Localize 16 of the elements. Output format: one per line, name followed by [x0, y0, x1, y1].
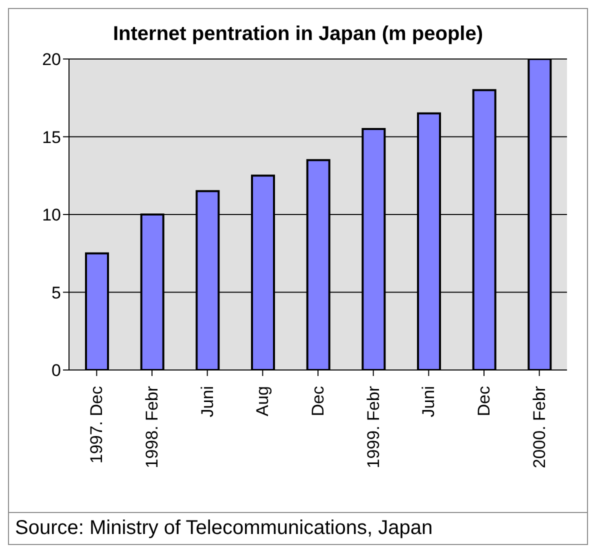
x-tick-label: Dec: [474, 386, 494, 416]
x-tick-label: Dec: [308, 386, 328, 416]
y-tick-label: 5: [52, 283, 61, 302]
x-tick-label: 1998. Febr: [142, 386, 162, 468]
x-tick-label: Juni: [198, 386, 217, 418]
source-note: Source: Ministry of Telecommunications, Japan: [15, 517, 434, 540]
y-tick-label: 20: [42, 50, 61, 70]
x-tick-label: 1997. Dec: [87, 386, 106, 464]
x-tick-label: Juni: [419, 386, 438, 418]
x-tick-label: 1999. Febr: [364, 386, 383, 468]
x-tick-label: 2000. Febr: [530, 386, 549, 468]
y-tick-label: 0: [52, 361, 61, 380]
chart-title: Internet pentration in Japan (m people): [112, 23, 484, 47]
y-tick-label: 10: [42, 206, 61, 225]
y-tick-label: 15: [42, 128, 61, 147]
x-tick-label: Aug: [253, 386, 272, 416]
